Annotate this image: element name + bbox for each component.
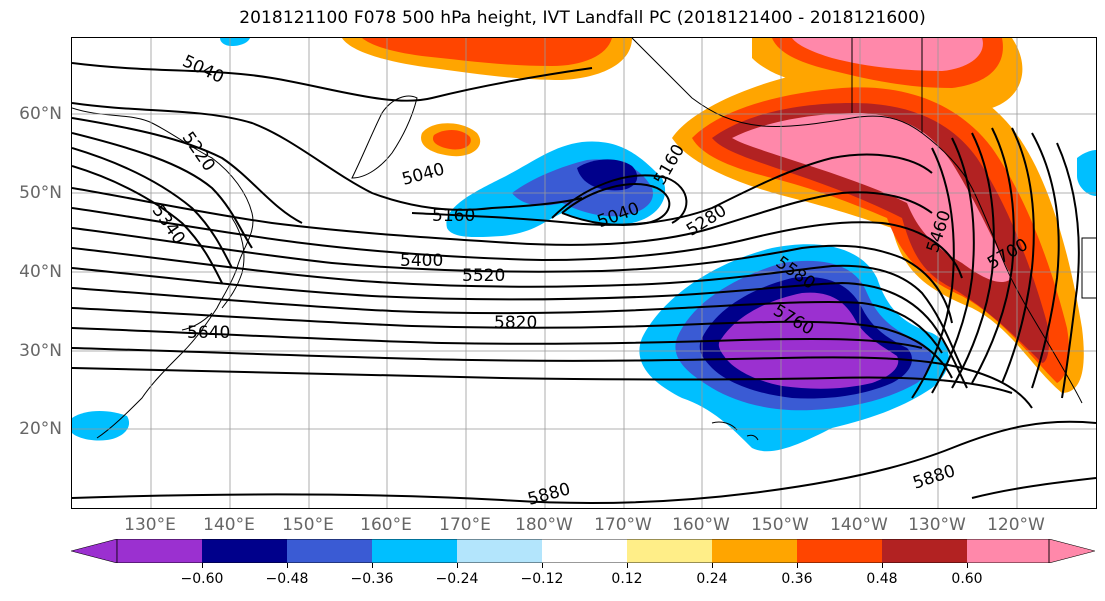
lat-label-20n: 20°N [19,419,62,439]
ivt-negative-eastedge [1077,150,1096,196]
colorbar-extend-left [71,539,118,563]
colorbar-tickmark [287,563,288,568]
lon-label-130e: 130°E [124,515,176,535]
lon-label-160e: 160°E [360,515,412,535]
ivt-negative-topmid [220,38,250,46]
lat-label-50n: 50°N [19,183,62,203]
colorbar-tick-label: −0.36 [350,571,394,587]
colorbar-swatch [627,539,712,563]
colorbar-tick-label: 0.24 [696,571,728,587]
ivt-positive-pink-top [792,38,983,71]
colorbar-tickmark [712,563,713,568]
coastline-hawaii [711,421,759,441]
ivt-negative-north-dark [577,159,638,191]
lat-label-60n: 60°N [19,104,62,124]
colorbar-swatch [542,539,627,563]
height-contours [72,62,1096,505]
contour-label: 5400 [400,251,443,271]
colorbar-tick-label: 0.48 [866,571,898,587]
colorbar [71,539,1095,563]
colorbar-extend-right [1048,539,1095,563]
contour-label: 5640 [187,323,230,343]
colorbar-tick-label: 0.36 [781,571,813,587]
ivt-negative-westpac [72,411,130,441]
contour-label: 5820 [494,313,537,333]
colorbar-tickmark [627,563,628,568]
colorbar-swatch [457,539,542,563]
contour-label: 5160 [650,141,689,188]
lat-label-30n: 30°N [19,341,62,361]
colorbar-swatch [372,539,457,563]
contour-label: 5280 [683,201,730,241]
contour-label: 5040 [179,51,227,87]
contour-label: 5160 [432,206,475,226]
colorbar-swatch [202,539,287,563]
colorbar-swatch [882,539,967,563]
contour-label: 5880 [911,461,958,493]
colorbar-swatch [967,539,1049,563]
colorbar-tickmark [372,563,373,568]
colorbar-tickmark [542,563,543,568]
coastline-kamchatka [351,95,418,179]
colorbar-tickmark [797,563,798,568]
colorbar-tickmark [457,563,458,568]
colorbar-tick-label: 0.12 [611,571,643,587]
colorbar-tick-label: −0.60 [180,571,224,587]
coastline-asia [72,107,254,439]
colorbar-tickmark [202,563,203,568]
lon-label-170w: 170°W [594,515,652,535]
lon-label-150w: 150°W [751,515,809,535]
lon-label-140e: 140°E [203,515,255,535]
ivt-positive-topleft-red [362,38,612,66]
contour-label: 5220 [178,128,219,175]
map-title: 2018121100 F078 500 hPa height, IVT Land… [239,8,926,28]
colorbar-tick-label: 0.60 [951,571,983,587]
lon-label-120w: 120°W [987,515,1045,535]
ivt-positive-kamchatka-red [432,129,471,150]
colorbar-tickmark [882,563,883,568]
colorbar-tick-label: −0.12 [520,571,564,587]
contour-label: 5040 [400,159,447,190]
coastline-north-america-inner [851,38,1096,299]
colorbar-swatch [712,539,797,563]
lon-label-150e: 150°E [282,515,334,535]
map-panel: 5040 5220 5340 5040 5160 5040 5160 5280 … [71,37,1097,509]
colorbar-swatch [797,539,882,563]
lat-label-40n: 40°N [19,262,62,282]
lon-label-170e: 170°E [439,515,491,535]
colorbar-swatch [287,539,372,563]
lon-label-180w: 180°W [515,515,573,535]
lon-label-140w: 140°W [830,515,888,535]
colorbar-tick-label: −0.48 [265,571,309,587]
ivt-negative-central-purple [718,292,899,389]
lon-label-160w: 160°W [672,515,730,535]
colorbar-swatch [117,539,202,563]
ivt-positive-pink [732,113,1012,283]
map-canvas: 5040 5220 5340 5040 5160 5040 5160 5280 … [72,38,1096,508]
colorbar-tick-label: −0.24 [435,571,479,587]
lon-label-130w: 130°W [908,515,966,535]
colorbar-tickmark [967,563,968,568]
contour-label: 5520 [462,266,505,286]
colorbar-border [116,539,1050,563]
